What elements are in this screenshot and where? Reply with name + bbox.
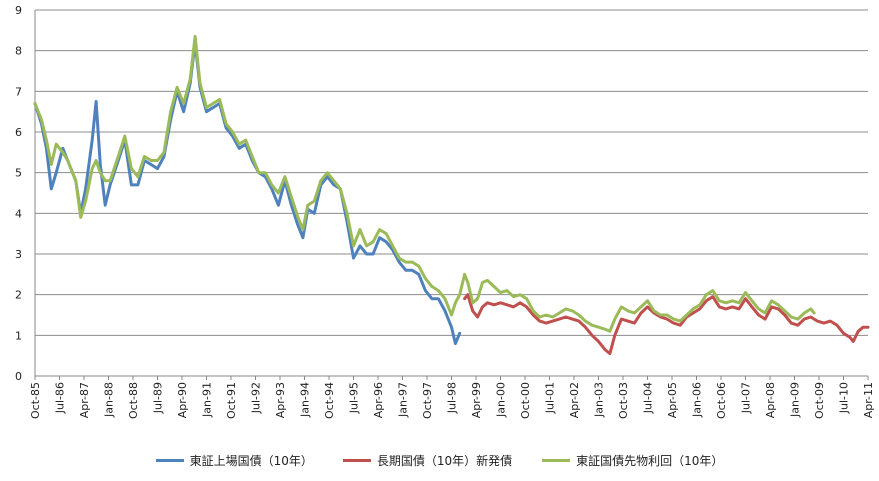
y-tick-label: 4 [15, 207, 22, 220]
legend-label: 東証国債先物利回（10年） [576, 454, 724, 468]
x-tick-label: Oct-09 [813, 382, 826, 419]
legend-label: 東証上場国債（10年） [189, 454, 313, 468]
legend-label: 長期国債（10年）新発債 [376, 454, 513, 468]
x-tick-label: Apr-87 [78, 382, 91, 418]
x-tick-label: Oct-91 [225, 382, 238, 419]
y-tick-label: 7 [15, 85, 22, 98]
x-tick-label: Apr-02 [568, 382, 581, 418]
x-tick-label: Jan-00 [495, 382, 508, 418]
x-tick-label: Apr-05 [666, 382, 679, 418]
legend-swatch [342, 459, 371, 462]
line-chart: 0 1 2 3 4 5 6 7 8 9 Oct-85 Jul-86 Apr-87 Jan-88 Oct-88… [15, 4, 875, 419]
legend-swatch [542, 459, 571, 462]
x-tick-label: Jan-06 [691, 382, 704, 418]
legend-item: 長期国債（10年）新発債 [342, 452, 513, 469]
x-tick-label: Jul-86 [54, 382, 67, 414]
x-tick-label: Jul-89 [152, 382, 165, 414]
x-tick-label: Jul-98 [446, 382, 459, 414]
x-tick-label: Jan-03 [593, 382, 606, 418]
x-tick-label: Apr-90 [176, 382, 189, 418]
x-tick-label: Apr-08 [764, 382, 777, 418]
x-tick-label: Oct-03 [617, 382, 630, 419]
x-tick-label: Oct-00 [519, 382, 532, 419]
chart-legend: 東証上場国債（10年） 長期国債（10年）新発債 東証国債先物利回（10年） [0, 452, 879, 469]
x-tick-label: Jul-95 [348, 382, 361, 414]
x-tick-label: Oct-88 [127, 382, 140, 419]
x-tick-label: Jan-09 [789, 382, 802, 418]
y-tick-label: 1 [15, 329, 22, 342]
x-tick-label: Oct-97 [421, 382, 434, 419]
x-tick-label: Jan-91 [201, 382, 214, 418]
series-line [33, 41, 462, 345]
x-tick-label: Jul-92 [250, 382, 263, 414]
x-tick-label: Jan-88 [103, 382, 116, 418]
x-tick-label: Jul-01 [544, 382, 557, 414]
legend-item: 東証上場国債（10年） [155, 452, 313, 469]
x-tick-label: Oct-85 [29, 382, 42, 419]
x-tick-label: Jul-10 [838, 382, 851, 414]
legend-item: 東証国債先物利回（10年） [542, 452, 723, 469]
x-tick-label: Jul-04 [642, 382, 655, 414]
y-tick-label: 0 [15, 370, 22, 383]
y-tick-label: 5 [15, 167, 22, 180]
y-tick-label: 6 [15, 126, 22, 139]
x-tick-label: Jan-97 [397, 382, 410, 418]
y-tick-label: 9 [15, 4, 22, 17]
x-tick-label: Oct-94 [323, 382, 336, 419]
series-line [33, 34, 816, 333]
legend-swatch [155, 459, 184, 462]
x-tick-label: Jan-94 [299, 382, 312, 418]
y-tick-label: 3 [15, 248, 22, 261]
y-tick-label: 8 [15, 45, 22, 58]
x-tick-label: Apr-93 [274, 382, 287, 418]
series-line [463, 293, 870, 356]
x-tick-label: Jul-07 [740, 382, 753, 414]
x-tick-label: Apr-96 [372, 382, 385, 418]
y-tick-label: 2 [15, 289, 22, 302]
x-tick-label: Apr-99 [470, 382, 483, 418]
x-tick-label: Apr-11 [862, 382, 875, 418]
x-tick-label: Oct-06 [715, 382, 728, 419]
